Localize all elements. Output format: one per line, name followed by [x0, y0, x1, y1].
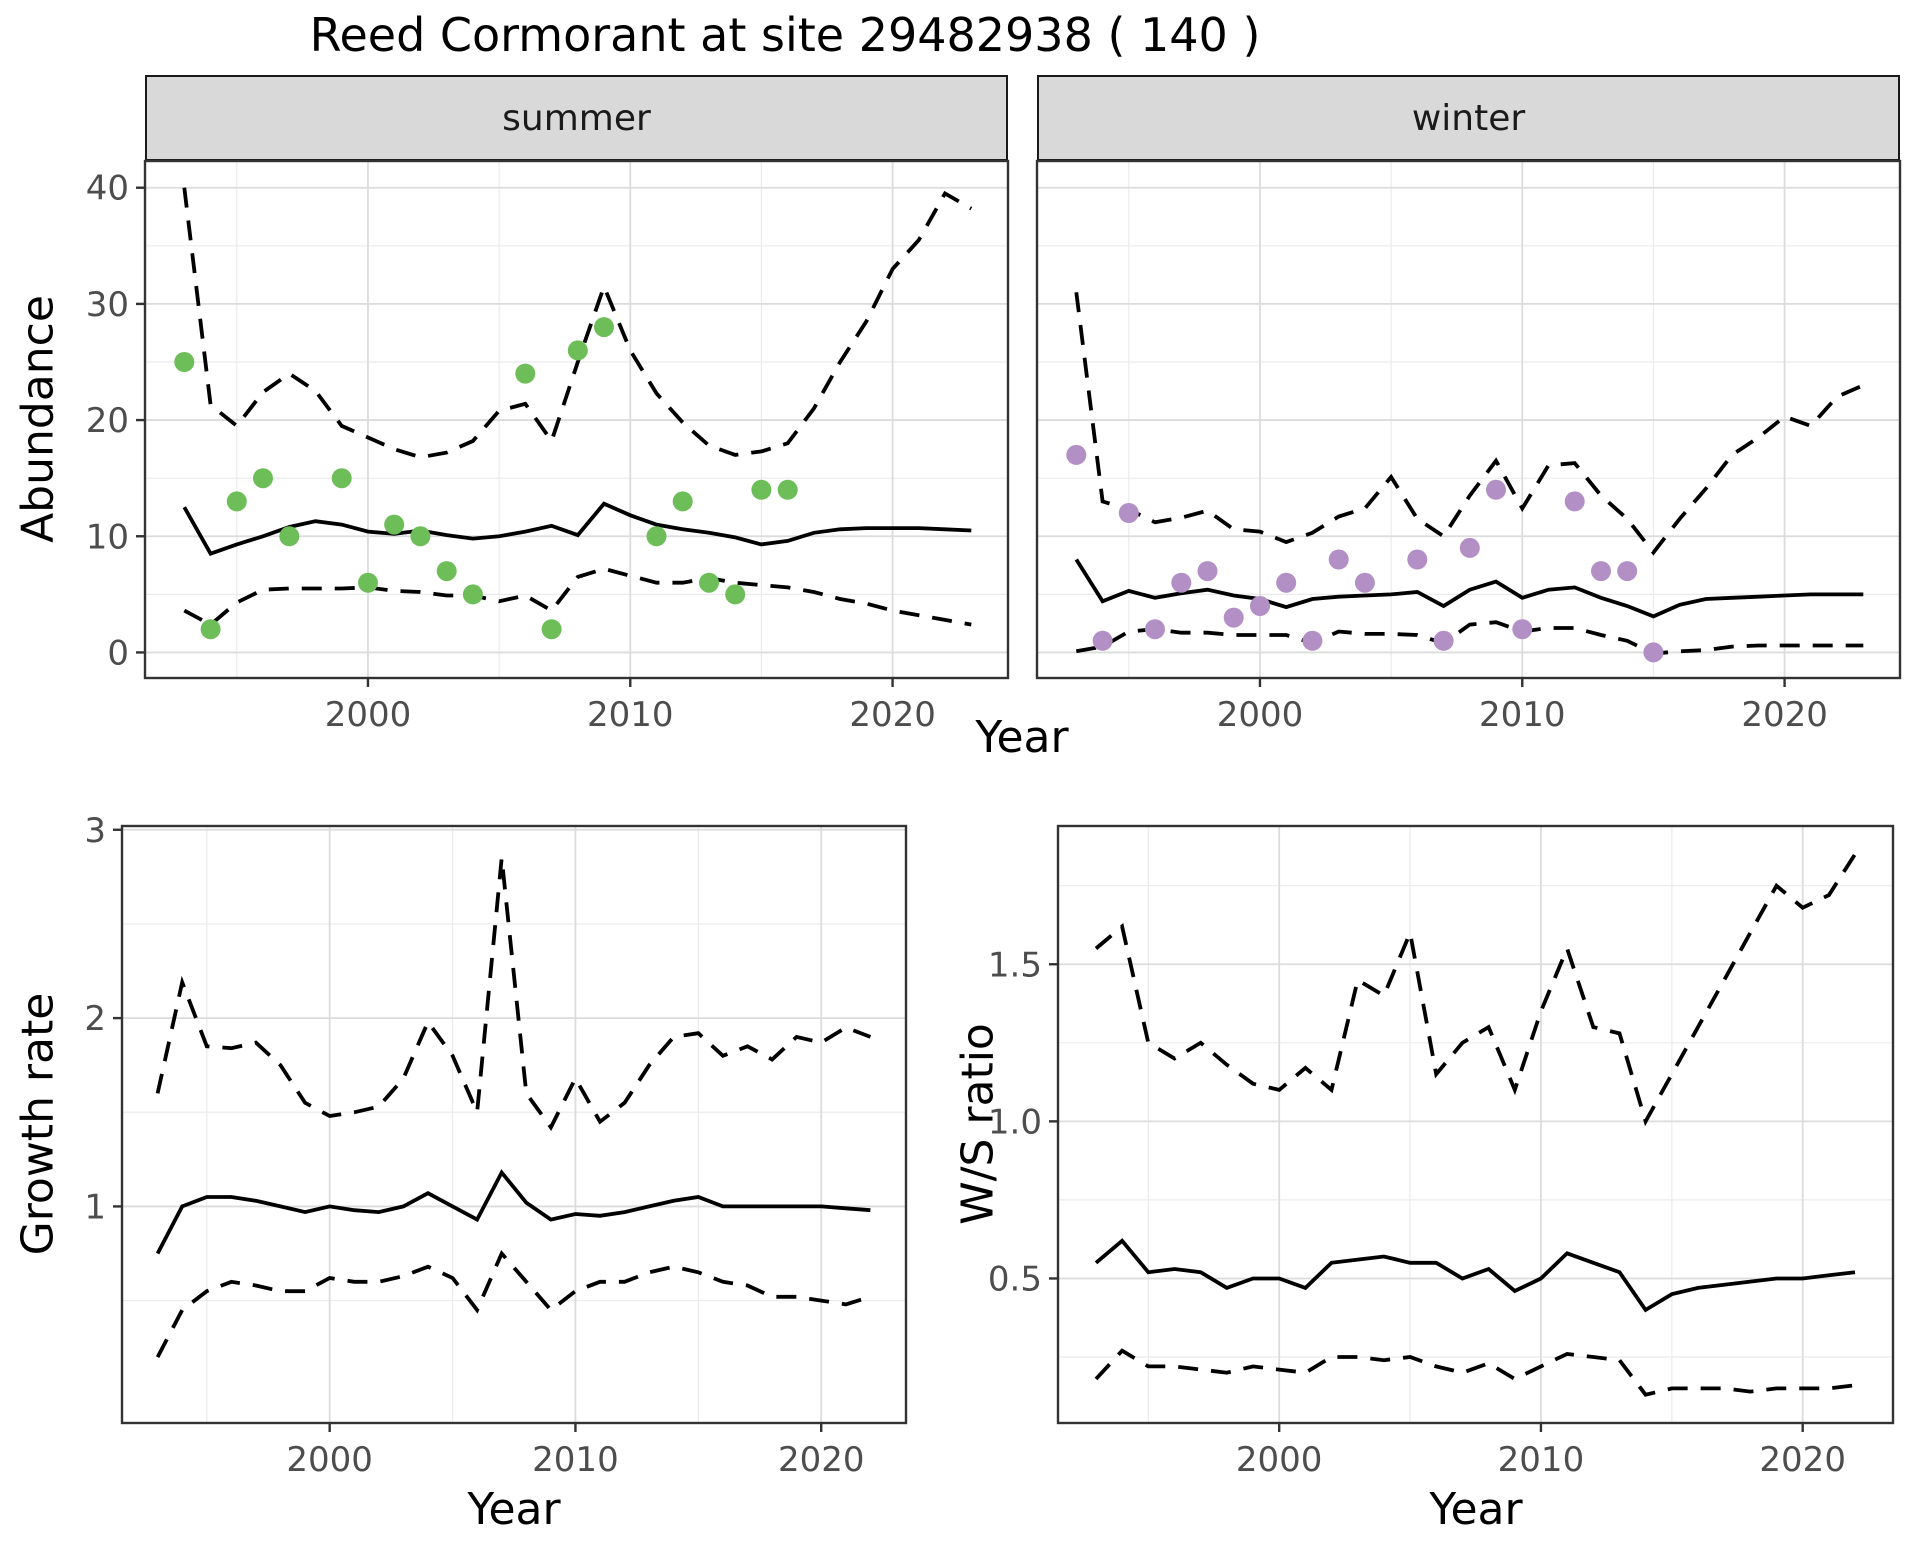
abundance-summer-data-point — [358, 572, 378, 593]
abundance-summer-upper_ci-line — [182, 187, 973, 460]
abundance-winter-data-point — [1118, 503, 1139, 523]
growth-year-axis-title: Year — [467, 1484, 561, 1535]
abundance-summer-data-point — [751, 479, 772, 500]
abundance-winter-lower_ci-line — [1075, 620, 1864, 656]
abundance-summer-data-point — [226, 491, 247, 512]
abundance-winter-data-point — [1354, 572, 1375, 593]
abundance-winter-panel-border — [1035, 159, 1902, 680]
abundance-summer-xtick-label: 2000 — [325, 695, 412, 735]
abundance-summer-data-point — [777, 479, 798, 500]
abundance-winter-data-point — [1643, 642, 1664, 663]
abundance-summer-ytick-label: 20 — [86, 401, 129, 441]
abundance-winter-data-point — [1302, 630, 1323, 651]
abundance-winter-xtick-label: 2000 — [1217, 695, 1304, 735]
abundance-summer-data-point — [436, 561, 457, 582]
abundance-winter-data-point — [1407, 549, 1428, 570]
ws-ratio-panel-bg — [1058, 826, 1893, 1423]
ws-ratio-xtick-label: 2020 — [1759, 1440, 1846, 1480]
growth-rate-ytick-label: 3 — [84, 811, 106, 851]
ws-ratio-ytick-label: 1.5 — [988, 945, 1042, 985]
growth-rate-upper_ci-line — [155, 857, 872, 1131]
growth-rate-xtick-label: 2010 — [532, 1440, 619, 1480]
abundance-winter-data-point — [1328, 549, 1349, 570]
ws-ratio-lower_ci-line — [1094, 1348, 1856, 1397]
abundance-summer-data-point — [567, 340, 588, 361]
abundance-summer-data-point — [253, 468, 273, 489]
abundance-winter-data-point — [1250, 596, 1270, 616]
abundance-winter-upper_ci-line — [1074, 292, 1865, 556]
abundance-summer-ytick-label: 30 — [86, 285, 129, 325]
abundance-summer-data-point — [699, 572, 719, 593]
abundance-summer-data-point — [462, 584, 483, 605]
abundance-winter-fit-line — [1074, 558, 1864, 619]
abundance-summer-data-point — [541, 619, 562, 640]
abundance-summer-ytick-label: 40 — [86, 169, 129, 209]
growth-rate-panel-bg — [122, 826, 906, 1423]
growth-rate-xtick-label: 2000 — [286, 1440, 373, 1480]
growth-rate-lower_ci-line — [155, 1249, 871, 1358]
abundance-winter-data-point — [1092, 630, 1113, 651]
abundance-summer-fit-line — [182, 501, 972, 557]
ws-ratio-xtick-label: 2010 — [1498, 1440, 1585, 1480]
abundance-summer-data-point — [594, 317, 614, 338]
abundance-summer-data-point — [279, 526, 300, 547]
ws-ratio-upper_ci-line — [1094, 853, 1857, 1127]
growth-rate-fit-line — [155, 1169, 871, 1255]
abundance-winter-data-point — [1433, 630, 1454, 651]
ws-ratio-ytick-label: 1.0 — [988, 1102, 1042, 1142]
abundance-winter-data-point — [1486, 479, 1506, 500]
facet-strip-summer: summer — [145, 75, 1008, 161]
abundance-summer-ytick-label: 10 — [86, 517, 129, 557]
abundance-winter-data-point — [1459, 537, 1480, 558]
chart-title: Reed Cormorant at site 29482938 ( 140 ) — [309, 8, 1261, 62]
abundance-summer-xtick-label: 2010 — [587, 695, 674, 735]
abundance-summer-lower_ci-line — [183, 566, 972, 627]
abundance-winter-data-point — [1145, 619, 1165, 640]
abundance-winter-xtick-label: 2010 — [1479, 695, 1566, 735]
ws-ratio-ytick-label: 0.5 — [988, 1259, 1042, 1299]
abundance-winter-xtick-label: 2020 — [1741, 695, 1828, 735]
abundance-summer-data-point — [646, 526, 667, 547]
facet-strip-summer-label: summer — [502, 97, 651, 139]
abundance-winter-data-point — [1223, 607, 1244, 628]
abundance-winter-data-point — [1197, 561, 1218, 582]
abundance-summer-data-point — [200, 619, 221, 640]
top-year-axis-title: Year — [975, 712, 1069, 763]
ws-ratio-fit-line — [1094, 1238, 1856, 1313]
facet-strip-winter: winter — [1037, 75, 1900, 161]
ws-ratio-panel-border — [1056, 824, 1895, 1425]
abundance-summer-data-point — [725, 584, 746, 605]
growth-rate-ytick-label: 1 — [84, 1187, 106, 1227]
abundance-winter-data-point — [1276, 572, 1297, 593]
facet-strip-winter-label: winter — [1411, 97, 1526, 139]
abundance-summer-xtick-label: 2020 — [849, 695, 936, 735]
abundance-summer-data-point — [331, 468, 352, 489]
abundance-winter-data-point — [1617, 561, 1638, 582]
abundance-summer-data-point — [410, 526, 431, 547]
ws-year-axis-title: Year — [1429, 1484, 1523, 1535]
abundance-winter-data-point — [1591, 561, 1611, 582]
abundance-summer-data-point — [174, 352, 195, 372]
abundance-summer-ytick-label: 0 — [107, 633, 129, 673]
abundance-winter-data-point — [1512, 619, 1533, 640]
abundance-winter-data-point — [1564, 491, 1585, 512]
growth-rate-ytick-label: 2 — [84, 999, 106, 1039]
abundance-summer-data-point — [384, 514, 405, 535]
ws-ratio-xtick-label: 2000 — [1236, 1440, 1323, 1480]
abundance-winter-data-point — [1066, 444, 1087, 465]
growth-rate-xtick-label: 2020 — [778, 1440, 865, 1480]
abundance-winter-data-point — [1171, 572, 1192, 593]
abundance-summer-data-point — [672, 491, 693, 512]
growth-rate-panel-border — [120, 824, 908, 1425]
abundance-summer-data-point — [515, 363, 536, 384]
